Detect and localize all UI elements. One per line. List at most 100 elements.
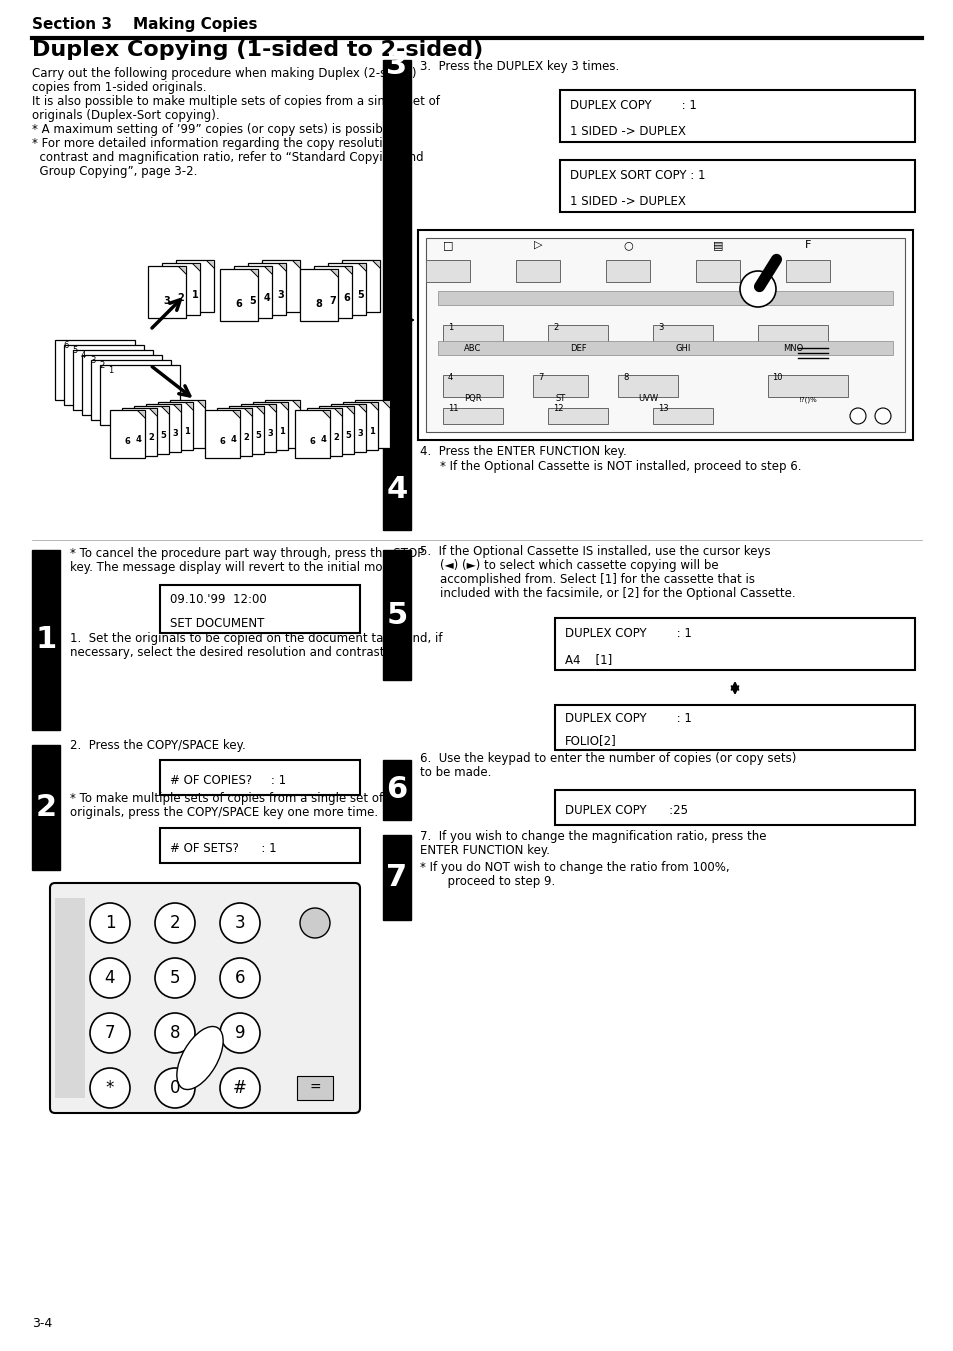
Bar xyxy=(314,266,352,317)
Polygon shape xyxy=(172,404,181,412)
Bar xyxy=(341,259,379,312)
Bar xyxy=(426,259,470,282)
Text: □: □ xyxy=(442,240,453,250)
Polygon shape xyxy=(292,259,299,267)
FancyBboxPatch shape xyxy=(559,159,914,212)
Text: It is also possible to make multiple sets of copies from a single set of: It is also possible to make multiple set… xyxy=(32,95,439,108)
Text: # OF SETS?      : 1: # OF SETS? : 1 xyxy=(170,843,276,855)
Bar xyxy=(437,290,892,305)
Text: * A maximum setting of ’99” copies (or copy sets) is possible.: * A maximum setting of ’99” copies (or c… xyxy=(32,123,396,136)
Text: 6: 6 xyxy=(235,299,242,309)
Polygon shape xyxy=(161,407,169,413)
FancyBboxPatch shape xyxy=(559,91,914,142)
Text: A4    [1]: A4 [1] xyxy=(564,653,612,666)
Circle shape xyxy=(220,1013,260,1052)
Polygon shape xyxy=(381,400,390,408)
FancyBboxPatch shape xyxy=(555,617,914,670)
Polygon shape xyxy=(255,407,264,413)
Text: 8: 8 xyxy=(315,299,322,309)
Bar xyxy=(175,259,213,312)
Polygon shape xyxy=(192,263,200,272)
Text: ○: ○ xyxy=(622,240,632,250)
Text: 6.  Use the keypad to enter the number of copies (or copy sets): 6. Use the keypad to enter the number of… xyxy=(419,753,796,765)
Bar xyxy=(605,259,649,282)
Text: SET DOCUMENT: SET DOCUMENT xyxy=(170,617,264,630)
FancyBboxPatch shape xyxy=(555,790,914,825)
Text: DUPLEX SORT COPY : 1: DUPLEX SORT COPY : 1 xyxy=(569,169,705,182)
Polygon shape xyxy=(264,266,272,274)
Text: DUPLEX COPY        : 1: DUPLEX COPY : 1 xyxy=(564,712,691,725)
Bar xyxy=(294,409,330,458)
Bar xyxy=(343,403,377,450)
Text: key. The message display will revert to the initial mode.: key. The message display will revert to … xyxy=(70,561,400,574)
Text: 4: 4 xyxy=(136,435,142,444)
Bar xyxy=(547,408,607,424)
Text: 5: 5 xyxy=(71,346,77,355)
Bar xyxy=(382,59,411,450)
Circle shape xyxy=(220,958,260,998)
Circle shape xyxy=(220,1069,260,1108)
Text: 2: 2 xyxy=(333,434,338,442)
Bar xyxy=(696,259,740,282)
Text: DUPLEX COPY        : 1: DUPLEX COPY : 1 xyxy=(569,99,696,112)
Text: necessary, select the desired resolution and contrast.: necessary, select the desired resolution… xyxy=(70,646,388,659)
Bar xyxy=(618,376,678,397)
Bar xyxy=(220,269,257,322)
Polygon shape xyxy=(196,400,205,408)
Text: 3: 3 xyxy=(386,51,407,80)
Text: 2: 2 xyxy=(177,293,184,303)
Text: 2.  Press the COPY/SPACE key.: 2. Press the COPY/SPACE key. xyxy=(70,739,246,753)
FancyBboxPatch shape xyxy=(50,884,359,1113)
Text: DUPLEX COPY      :25: DUPLEX COPY :25 xyxy=(564,804,687,817)
Bar xyxy=(328,263,366,315)
Text: ABC: ABC xyxy=(464,345,481,353)
Polygon shape xyxy=(206,259,213,267)
FancyBboxPatch shape xyxy=(160,761,359,794)
FancyBboxPatch shape xyxy=(417,230,912,440)
Text: (◄) (►) to select which cassette copying will be: (◄) (►) to select which cassette copying… xyxy=(439,559,718,571)
Bar xyxy=(73,350,152,409)
Text: 4: 4 xyxy=(81,351,86,359)
Polygon shape xyxy=(372,259,379,267)
Text: 3: 3 xyxy=(172,430,177,438)
FancyBboxPatch shape xyxy=(426,238,904,432)
FancyBboxPatch shape xyxy=(160,828,359,863)
FancyBboxPatch shape xyxy=(555,705,914,750)
Text: Group Copying”, page 3-2.: Group Copying”, page 3-2. xyxy=(32,165,197,178)
Text: 7: 7 xyxy=(105,1024,115,1042)
Polygon shape xyxy=(357,263,366,272)
Text: * To make multiple sets of copies from a single set of: * To make multiple sets of copies from a… xyxy=(70,792,383,805)
Bar xyxy=(233,266,272,317)
Text: ST: ST xyxy=(555,394,565,403)
Text: 1 SIDED -> DUPLEX: 1 SIDED -> DUPLEX xyxy=(569,126,685,138)
Text: =: = xyxy=(309,1081,320,1096)
Bar xyxy=(533,376,587,397)
Text: Carry out the following procedure when making Duplex (2-sided): Carry out the following procedure when m… xyxy=(32,68,416,80)
Circle shape xyxy=(220,902,260,943)
Text: * If you do NOT wish to change the ratio from 100%,: * If you do NOT wish to change the ratio… xyxy=(419,861,729,874)
Text: Section 3    Making Copies: Section 3 Making Copies xyxy=(32,18,257,32)
Circle shape xyxy=(299,908,330,938)
Bar xyxy=(262,259,299,312)
Text: *: * xyxy=(106,1079,114,1097)
Bar xyxy=(382,450,411,530)
Bar xyxy=(170,400,205,449)
Text: 2: 2 xyxy=(553,323,558,332)
Text: originals, press the COPY/SPACE key one more time.: originals, press the COPY/SPACE key one … xyxy=(70,807,377,819)
Bar xyxy=(148,266,186,317)
Text: 6: 6 xyxy=(63,340,69,350)
Bar xyxy=(32,550,60,730)
Text: 1: 1 xyxy=(192,290,198,300)
Circle shape xyxy=(90,902,130,943)
Circle shape xyxy=(740,272,775,307)
Text: 4: 4 xyxy=(321,435,327,444)
Circle shape xyxy=(874,408,890,424)
Text: contrast and magnification ratio, refer to “Standard Copying and: contrast and magnification ratio, refer … xyxy=(32,151,423,163)
Bar xyxy=(229,407,264,454)
Text: accomplished from. Select [1] for the cassette that is: accomplished from. Select [1] for the ca… xyxy=(439,573,754,586)
Text: 2: 2 xyxy=(148,434,153,442)
Text: 7: 7 xyxy=(330,296,336,305)
Text: FOLIO[2]: FOLIO[2] xyxy=(564,735,616,747)
Text: 6: 6 xyxy=(386,775,407,804)
Text: DUPLEX COPY        : 1: DUPLEX COPY : 1 xyxy=(564,627,691,640)
